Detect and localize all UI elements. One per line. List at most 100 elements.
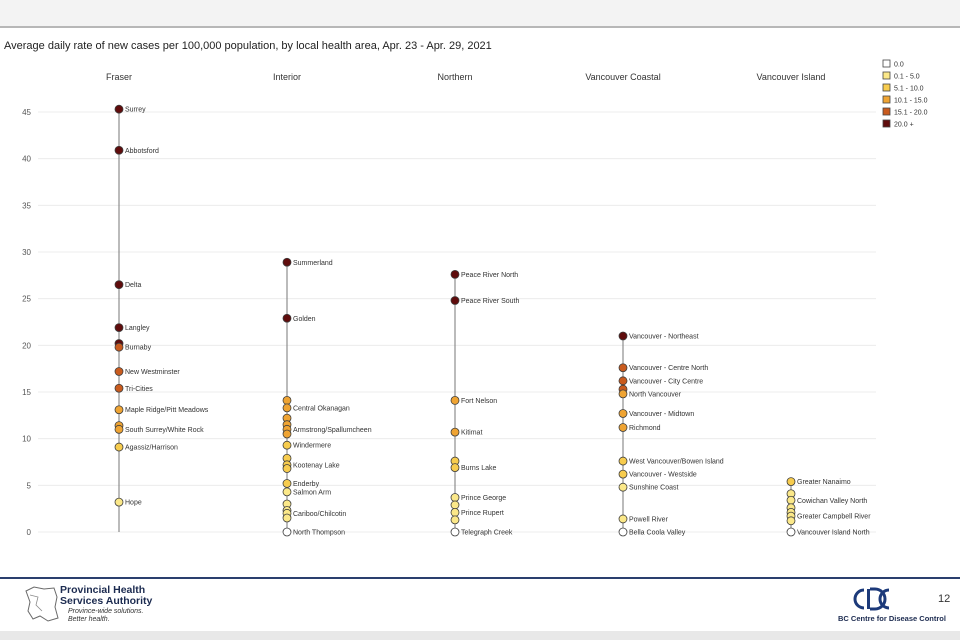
- y-tick-label: 20: [22, 341, 31, 350]
- data-point: [114, 405, 124, 415]
- data-point: [282, 487, 292, 497]
- data-point: [786, 527, 796, 537]
- point-label: Vancouver - Westside: [629, 472, 697, 479]
- bc-map-logo: [25, 586, 59, 622]
- data-point: [618, 389, 628, 399]
- point-label: Cowichan Valley North: [797, 498, 867, 505]
- data-point: [282, 440, 292, 450]
- point-label: Vancouver Island North: [797, 530, 870, 537]
- point-label: Sunshine Coast: [629, 485, 678, 492]
- y-tick-label: 15: [22, 388, 31, 397]
- data-point: [282, 403, 292, 413]
- legend-label: 0.0: [894, 62, 904, 69]
- point-label: Summerland: [293, 260, 333, 267]
- point-label: Enderby: [293, 481, 320, 488]
- data-point: [450, 269, 460, 279]
- region-header: Interior: [273, 72, 301, 82]
- legend-swatch: [882, 83, 891, 92]
- chart-panel: [0, 28, 960, 578]
- region-header: Vancouver Island: [757, 72, 826, 82]
- chart-title: Average daily rate of new cases per 100,…: [4, 40, 492, 52]
- org-name: Provincial Health Services Authority: [60, 584, 153, 607]
- point-label: Maple Ridge/Pitt Meadows: [125, 407, 209, 414]
- data-point: [114, 424, 124, 434]
- dot-plot-chart: 0 5 10 15 20 25 30 35 40 45 Fraser Surrey Abbotsford…: [22, 59, 928, 537]
- point-label: Hope: [125, 500, 142, 507]
- data-point: [450, 395, 460, 405]
- data-point: [282, 257, 292, 267]
- point-label: South Surrey/White Rock: [125, 427, 204, 434]
- y-tick-label: 10: [22, 435, 31, 444]
- point-label: Peace River North: [461, 272, 518, 279]
- point-label: Bella Coola Valley: [629, 530, 686, 537]
- region-header: Northern: [437, 72, 472, 82]
- page-number: 12: [938, 593, 951, 605]
- point-label: Richmond: [629, 425, 661, 432]
- point-label: Burns Lake: [461, 465, 497, 472]
- data-point: [450, 527, 460, 537]
- data-point: [114, 367, 124, 376]
- data-point: [618, 482, 628, 492]
- point-label: North Vancouver: [629, 391, 682, 398]
- data-point: [282, 479, 292, 488]
- data-point: [618, 514, 628, 524]
- legend-label: 10.1 - 15.0: [894, 98, 928, 105]
- y-tick-label: 0: [27, 528, 32, 537]
- data-point: [786, 477, 796, 487]
- slide-footer: [0, 579, 960, 631]
- legend-swatch: [882, 107, 891, 116]
- data-point: [450, 515, 460, 525]
- point-label: Cariboo/Chilcotin: [293, 511, 346, 518]
- data-point: [282, 527, 292, 537]
- data-point: [618, 331, 628, 341]
- point-label: Fort Nelson: [461, 398, 497, 405]
- legend-swatch: [882, 71, 891, 80]
- data-point: [618, 456, 628, 466]
- y-tick-label: 30: [22, 248, 31, 257]
- y-tick-label: 5: [27, 481, 32, 490]
- top-divider: [0, 26, 960, 28]
- footer-divider: [0, 577, 960, 579]
- data-point: [282, 313, 292, 323]
- data-point: [450, 463, 460, 473]
- point-label: New Westminster: [125, 369, 180, 376]
- region-header: Fraser: [106, 72, 132, 82]
- data-point: [114, 323, 124, 333]
- data-point: [114, 280, 124, 290]
- cdc-logo: [853, 587, 890, 611]
- data-point: [114, 104, 124, 114]
- legend-swatch: [882, 119, 891, 128]
- point-label: Burnaby: [125, 345, 152, 352]
- data-point: [618, 469, 628, 479]
- data-point: [618, 376, 628, 386]
- point-label: Tri-Cities: [125, 386, 153, 393]
- data-point: [618, 363, 628, 373]
- point-label: Peace River South: [461, 298, 519, 305]
- y-tick-label: 25: [22, 295, 31, 304]
- point-label: Golden: [293, 316, 316, 323]
- point-label: Telegraph Creek: [461, 530, 513, 537]
- cdc-name: BC Centre for Disease Control: [838, 614, 946, 623]
- point-label: Powell River: [629, 516, 669, 523]
- legend-swatch: [882, 95, 891, 104]
- data-point: [114, 145, 124, 155]
- data-point: [618, 527, 628, 537]
- point-label: Agassiz/Harrison: [125, 445, 178, 452]
- point-label: Delta: [125, 282, 141, 289]
- data-point: [618, 409, 628, 418]
- data-point: [618, 423, 628, 432]
- point-label: Surrey: [125, 107, 146, 114]
- data-point: [786, 495, 796, 505]
- data-point: [450, 493, 460, 502]
- legend-label: 0.1 - 5.0: [894, 74, 920, 81]
- data-point: [282, 429, 292, 439]
- point-label: Vancouver - Centre North: [629, 365, 708, 372]
- point-label: Greater Nanaimo: [797, 479, 851, 486]
- data-point: [114, 342, 124, 352]
- data-point: [786, 516, 796, 526]
- data-point: [114, 497, 124, 507]
- point-label: Abbotsford: [125, 148, 159, 155]
- point-label: Vancouver - City Centre: [629, 378, 703, 385]
- point-label: Vancouver - Midtown: [629, 411, 694, 418]
- point-label: Langley: [125, 325, 150, 332]
